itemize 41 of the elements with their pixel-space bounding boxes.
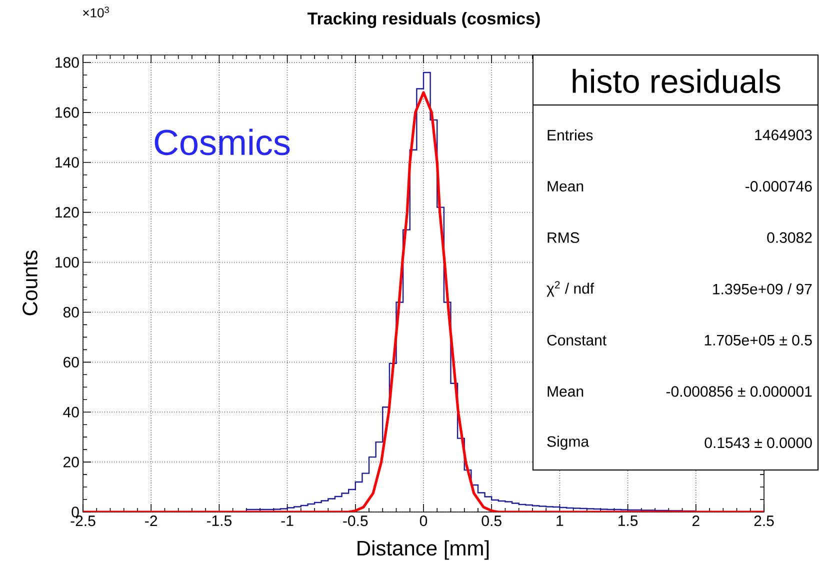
y-tick-label: 180 — [56, 57, 79, 68]
x-tick-label: 0.5 — [482, 516, 502, 526]
x-tick-label: 2 — [692, 516, 700, 526]
x-tick-label: 1 — [556, 516, 564, 526]
annotation: Cosmics — [154, 128, 290, 156]
x-tick-label: -2 — [145, 516, 158, 526]
y-tick-label: 140 — [56, 157, 79, 168]
annotation: 1464903 — [755, 130, 812, 140]
annotation: 0.1543 ± 0.0000 — [704, 437, 812, 448]
x-tick-label: 2.5 — [754, 516, 774, 526]
annotation: -0.000746 — [746, 180, 812, 192]
y-tick-label: 40 — [63, 406, 79, 418]
y-tick-label: 160 — [56, 107, 79, 118]
annotation: χ$^{2}$ / ndf — [546, 281, 594, 297]
annotation: RMS — [548, 232, 580, 243]
annotation: -0.000856 ± 0.000001 — [666, 386, 812, 397]
x-tick-label: -0.5 — [343, 516, 368, 526]
y-tick-label: 120 — [56, 207, 79, 218]
annotation: 1.395e+09 / 97 — [713, 283, 812, 294]
annotation: histo residuals — [572, 68, 780, 94]
y-tick-label: 100 — [56, 256, 79, 268]
x-axis-title: Distance [mm] — [358, 540, 489, 560]
chart-title: Tracking residuals (cosmics) — [308, 12, 540, 28]
annotation: Mean — [548, 181, 584, 192]
text: 0.3082 — [767, 232, 812, 243]
x-tick-label: -1.5 — [206, 516, 232, 526]
y-tick-label: 60 — [64, 356, 79, 368]
x-tick-label: 1.5 — [618, 516, 638, 526]
y-tick-label: 20 — [64, 456, 79, 468]
y-axis-title: Counts — [22, 250, 38, 316]
text: ×10$^{3}$ — [83, 6, 109, 18]
annotation: Sigma — [547, 436, 590, 450]
y-tick-label: 80 — [63, 306, 79, 318]
y-tick-label: 0 — [72, 506, 79, 518]
x-tick-label: -1 — [281, 516, 294, 526]
x-tick-label: 0 — [420, 516, 428, 526]
annotation: 1.705e+05 ± 0.5 — [704, 334, 812, 346]
annotation: Mean — [548, 386, 584, 397]
annotation: Entries — [548, 129, 593, 140]
annotation: Constant — [547, 334, 606, 346]
x-tick-label: -2.5 — [70, 516, 96, 526]
